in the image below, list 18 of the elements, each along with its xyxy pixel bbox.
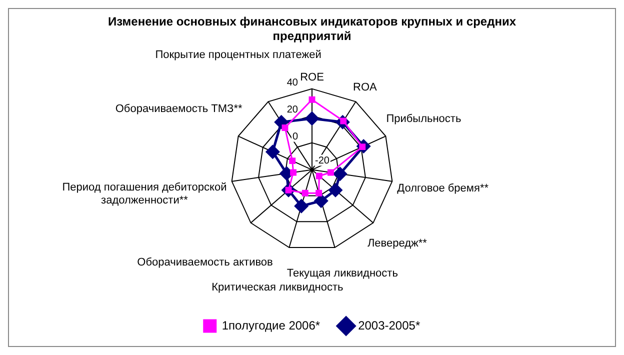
legend-label: 2003-2005* <box>358 318 420 332</box>
spoke-label: Период погашения дебиторской задолженности** <box>62 181 227 206</box>
y-tick-label: 0 <box>292 132 298 143</box>
y-tick-label: 40 <box>286 78 298 89</box>
spoke-label: Долговое бремя** <box>397 182 490 195</box>
spoke-label: Прибыльность <box>386 112 462 125</box>
chart-title: Изменение основных финансовых индикаторов крупных и средних предприятий <box>108 14 516 43</box>
y-tick-label: 20 <box>286 104 298 116</box>
spoke-label: Оборачиваемость активов <box>137 256 274 269</box>
spoke-label: Критическая ликвидность <box>212 282 344 294</box>
legend-label: 1полугодие 2006* <box>222 318 320 332</box>
spoke-label: ROE <box>300 71 324 84</box>
spoke-label: Левередж** <box>367 238 428 250</box>
spoke-label: Оборачиваемость ТМЗ** <box>115 103 243 116</box>
spoke-label: Покрытие процентных платежей <box>155 49 322 62</box>
y-tick-label: -20 <box>315 156 330 167</box>
spoke-label: Текущая ликвидность <box>286 267 398 280</box>
spoke-label: ROA <box>353 81 378 94</box>
